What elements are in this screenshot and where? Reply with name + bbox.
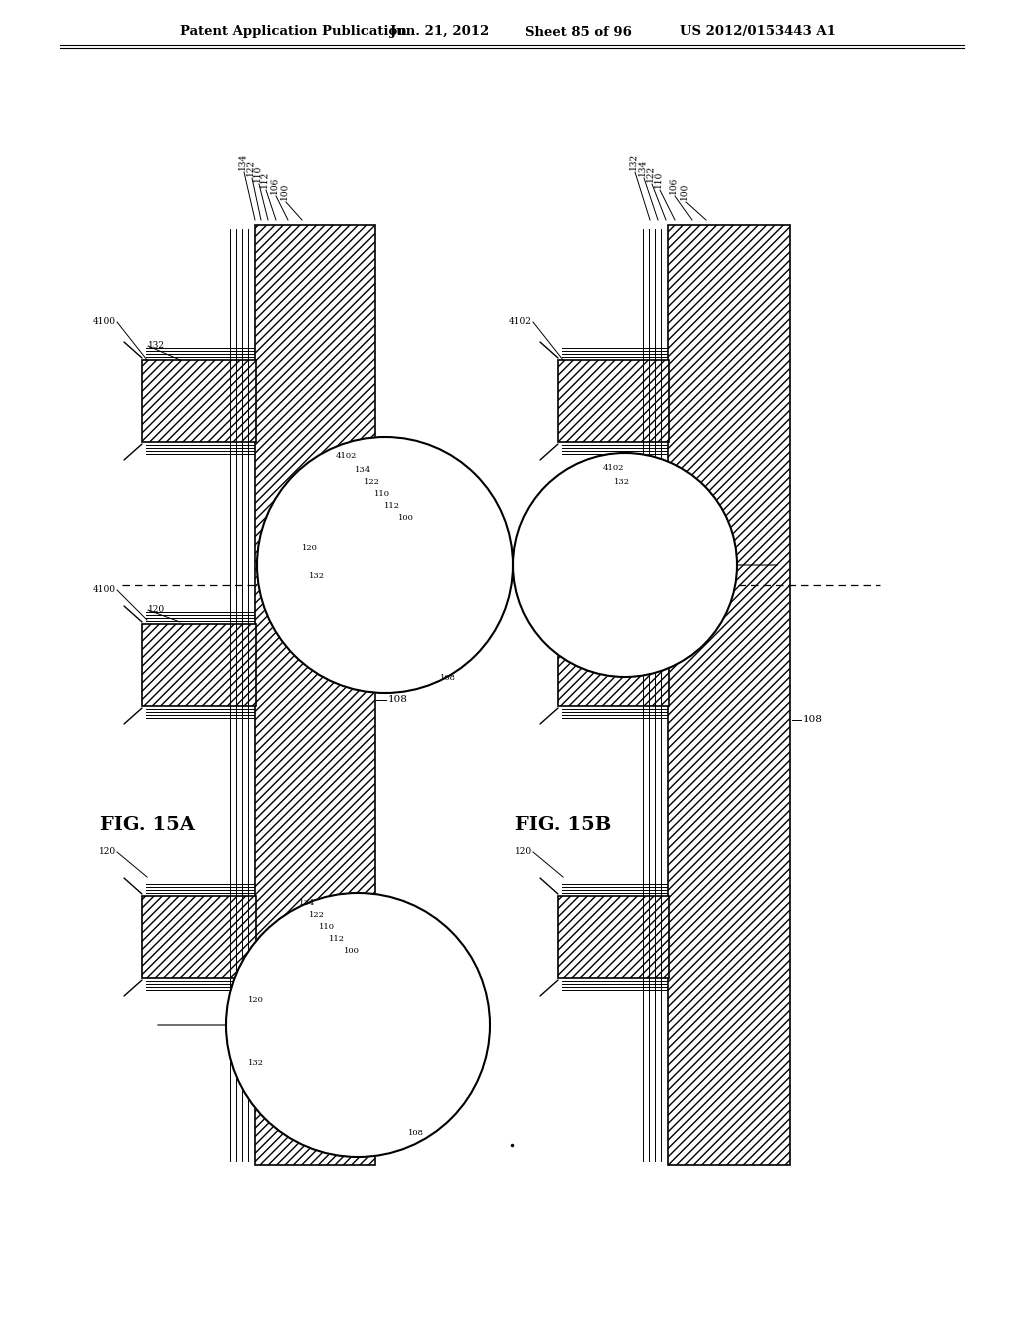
- Text: 120: 120: [302, 544, 318, 552]
- Text: US 2012/0153443 A1: US 2012/0153443 A1: [680, 25, 836, 38]
- Text: 108: 108: [803, 715, 823, 725]
- Text: 122: 122: [365, 478, 380, 486]
- Text: 134: 134: [239, 153, 248, 170]
- Bar: [558, 624, 669, 706]
- Text: 112: 112: [260, 170, 269, 187]
- Text: 108: 108: [440, 675, 456, 682]
- Text: 4102: 4102: [336, 451, 357, 459]
- Bar: [668, 455, 710, 675]
- Text: FIG. 15A: FIG. 15A: [100, 816, 195, 834]
- Text: 100: 100: [398, 513, 414, 521]
- Text: 108: 108: [388, 696, 408, 705]
- Text: 4102: 4102: [603, 465, 625, 473]
- Text: 100: 100: [344, 946, 360, 954]
- Text: 134: 134: [299, 899, 315, 907]
- Bar: [255, 224, 375, 1166]
- Text: 112: 112: [329, 935, 345, 942]
- Text: 132: 132: [629, 153, 639, 170]
- Text: Patent Application Publication: Patent Application Publication: [180, 25, 407, 38]
- Text: 120: 120: [515, 586, 532, 594]
- Text: 110: 110: [374, 490, 390, 498]
- Bar: [300, 979, 400, 1090]
- Circle shape: [257, 437, 513, 693]
- Text: 120: 120: [515, 847, 532, 857]
- Text: 4100: 4100: [93, 586, 116, 594]
- Text: 134: 134: [354, 466, 371, 474]
- Bar: [575, 520, 668, 620]
- Text: 132: 132: [148, 342, 165, 351]
- Text: 120: 120: [248, 997, 264, 1005]
- Text: 106: 106: [670, 177, 679, 194]
- Text: 132: 132: [614, 478, 630, 486]
- Text: 112: 112: [384, 502, 400, 510]
- Bar: [142, 624, 256, 706]
- Text: 110: 110: [654, 170, 664, 187]
- Text: Jun. 21, 2012: Jun. 21, 2012: [390, 25, 489, 38]
- Text: 108: 108: [408, 1129, 424, 1137]
- Bar: [558, 896, 669, 978]
- Text: 132: 132: [309, 572, 325, 579]
- Text: 122: 122: [246, 158, 256, 176]
- Text: 122: 122: [646, 165, 655, 182]
- Text: 4100: 4100: [93, 318, 116, 326]
- Text: 110: 110: [319, 923, 335, 931]
- Text: 100: 100: [281, 182, 290, 201]
- Text: 134: 134: [638, 158, 648, 176]
- Text: 100: 100: [680, 182, 690, 201]
- Text: 120: 120: [148, 606, 165, 615]
- Bar: [142, 360, 256, 442]
- Text: 4102: 4102: [509, 318, 532, 326]
- Text: 132: 132: [248, 1059, 264, 1067]
- Bar: [142, 896, 256, 978]
- Bar: [558, 360, 669, 442]
- Text: FIG. 15B: FIG. 15B: [515, 816, 611, 834]
- Text: 110: 110: [253, 165, 263, 182]
- Circle shape: [226, 894, 490, 1158]
- Circle shape: [513, 453, 737, 677]
- Bar: [335, 520, 432, 620]
- Text: Sheet 85 of 96: Sheet 85 of 96: [525, 25, 632, 38]
- Bar: [400, 900, 445, 1160]
- Text: 120: 120: [99, 847, 116, 857]
- Text: 106: 106: [270, 177, 280, 194]
- Bar: [668, 224, 790, 1166]
- Bar: [432, 459, 475, 700]
- Text: 122: 122: [309, 911, 325, 919]
